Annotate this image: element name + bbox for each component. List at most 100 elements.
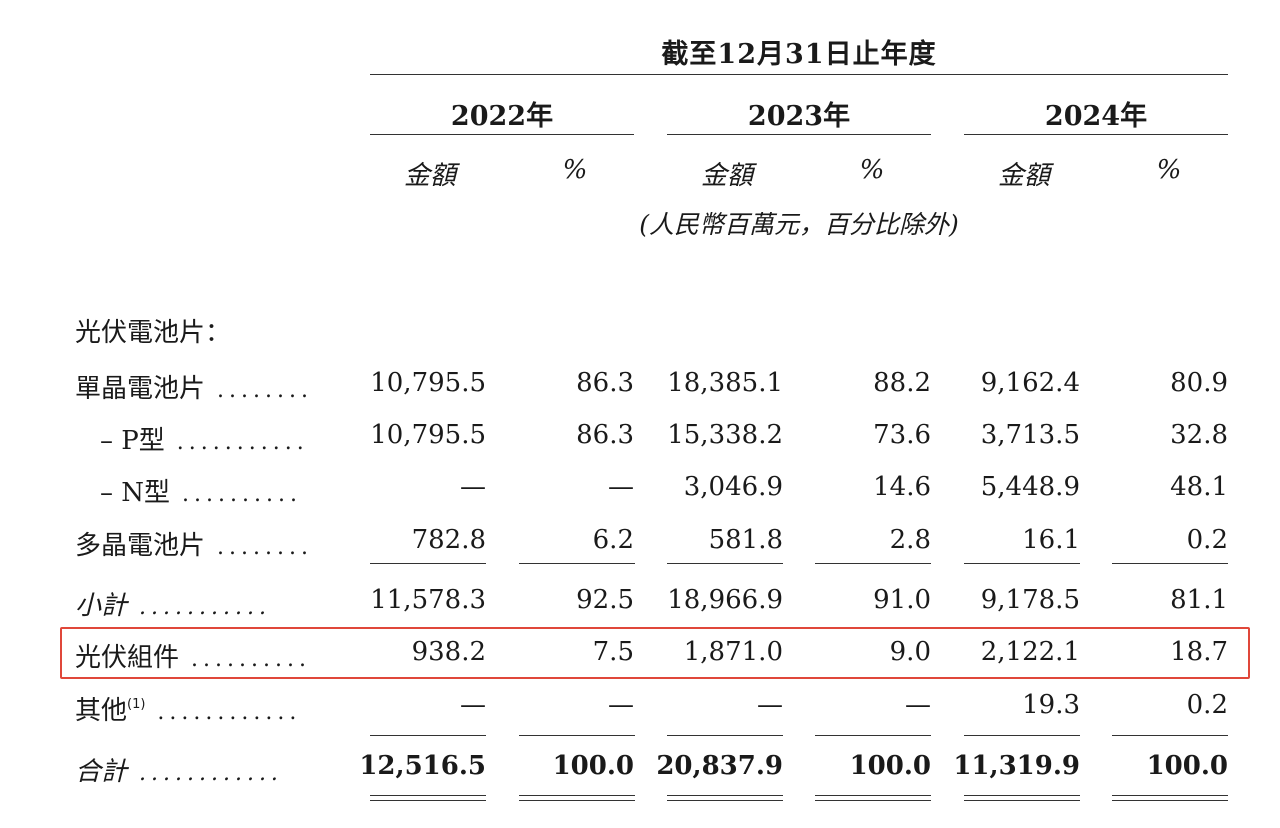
table-cell: 3,046.9: [683, 472, 783, 502]
table-cell: 1,871.0: [683, 637, 783, 667]
subtotal-rule: [964, 735, 1080, 736]
total-double-rule: [964, 795, 1080, 796]
year-2022: 2022年: [450, 101, 554, 132]
table-cell: 16.1: [1022, 525, 1080, 555]
subtotal-rule: [370, 735, 486, 736]
row-label: 其他(1) ............: [75, 690, 301, 727]
table-cell: 0.2: [1186, 690, 1228, 720]
table-cell: 19.3: [1022, 690, 1080, 720]
leader-dots: ...........: [164, 430, 309, 455]
subtotal-rule: [370, 563, 486, 564]
table-cell: 10,795.5: [370, 368, 486, 398]
leader-dots: ..........: [179, 647, 311, 672]
table-cell: 9,162.4: [980, 368, 1080, 398]
row-label-text: 合計: [75, 757, 128, 787]
table-cell: 15,338.2: [667, 420, 783, 450]
total-double-rule: [519, 795, 635, 796]
highlight-box: [60, 627, 1250, 679]
col-amount-2024: 金額: [997, 161, 1050, 191]
total-double-rule: [815, 800, 931, 801]
footnote-marker: (1): [127, 697, 146, 712]
total-double-rule: [667, 795, 783, 796]
row-label: 合計 ............: [75, 751, 283, 788]
total-double-rule: [667, 800, 783, 801]
row-label: 小計 ...........: [75, 585, 271, 622]
col-pct-2022: %: [562, 155, 588, 185]
row-label: – P型 ...........: [100, 420, 309, 457]
total-double-rule: [370, 795, 486, 796]
table-cell: 88.2: [873, 368, 931, 398]
row-label: – N型 ..........: [100, 472, 302, 509]
section-title: 光伏電池片：: [75, 318, 232, 348]
row-label-text: – P型: [100, 426, 165, 456]
leader-dots: ............: [127, 761, 283, 786]
table-cell: 100.0: [552, 751, 634, 781]
year-2024: 2024年: [1044, 101, 1148, 132]
leader-dots: ........: [205, 378, 313, 403]
total-double-rule: [1112, 795, 1228, 796]
table-cell: —: [757, 690, 783, 720]
table-cell: 7.5: [592, 637, 634, 667]
table-cell: 100.0: [1146, 751, 1228, 781]
table-cell: 91.0: [873, 585, 931, 615]
table-cell: 32.8: [1170, 420, 1228, 450]
subtotal-rule: [667, 735, 783, 736]
table-cell: 581.8: [708, 525, 783, 555]
unit-note: (人民幣百萬元，百分比除外): [639, 210, 959, 239]
table-cell: 9,178.5: [980, 585, 1080, 615]
table-cell: —: [905, 690, 931, 720]
table-cell: 86.3: [576, 368, 634, 398]
table-cell: 2,122.1: [980, 637, 1080, 667]
table-cell: 18,966.9: [667, 585, 783, 615]
col-amount-2022: 金額: [403, 161, 456, 191]
leader-dots: ..........: [170, 482, 302, 507]
total-double-rule: [519, 800, 635, 801]
header-rule: [370, 74, 1228, 75]
total-double-rule: [370, 800, 486, 801]
row-label-text: 小計: [75, 591, 128, 621]
row-label-text: 光伏組件: [75, 643, 180, 673]
total-double-rule: [1112, 800, 1228, 801]
year-rule-2022: [370, 134, 634, 135]
subtotal-rule: [1112, 735, 1228, 736]
table-cell: —: [460, 472, 486, 502]
total-double-rule: [964, 800, 1080, 801]
table-cell: —: [460, 690, 486, 720]
table-cell: 80.9: [1170, 368, 1228, 398]
table-cell: 3,713.5: [980, 420, 1080, 450]
leader-dots: ........: [205, 535, 313, 560]
table-cell: 6.2: [592, 525, 634, 555]
table-cell: 5,448.9: [980, 472, 1080, 502]
year-2023: 2023年: [747, 101, 851, 132]
row-label: 單晶電池片 ........: [75, 368, 313, 405]
subtotal-rule: [964, 563, 1080, 564]
table-cell: 73.6: [873, 420, 931, 450]
row-label-text: 其他: [75, 696, 128, 726]
table-header-title: 截至12月31日止年度: [661, 39, 937, 70]
subtotal-rule: [519, 735, 635, 736]
leader-dots: ............: [145, 700, 302, 725]
year-rule-2023: [667, 134, 931, 135]
year-rule-2024: [964, 134, 1228, 135]
table-cell: 10,795.5: [370, 420, 486, 450]
row-label-text: 多晶電池片: [75, 531, 206, 561]
table-cell: 18,385.1: [667, 368, 783, 398]
subtotal-rule: [667, 563, 783, 564]
col-pct-2024: %: [1156, 155, 1182, 185]
row-label: 光伏組件 ..........: [75, 637, 311, 674]
table-cell: 11,319.9: [953, 751, 1080, 781]
table-cell: 2.8: [889, 525, 931, 555]
table-cell: 86.3: [576, 420, 634, 450]
table-cell: 9.0: [889, 637, 931, 667]
table-cell: 100.0: [849, 751, 931, 781]
table-cell: —: [608, 690, 634, 720]
table-cell: 20,837.9: [656, 751, 783, 781]
col-amount-2023: 金額: [700, 161, 753, 191]
col-pct-2023: %: [859, 155, 885, 185]
row-label-text: – N型: [100, 478, 171, 508]
subtotal-rule: [815, 563, 931, 564]
row-label-text: 單晶電池片: [75, 374, 206, 404]
table-cell: 48.1: [1170, 472, 1228, 502]
subtotal-rule: [815, 735, 931, 736]
table-cell: 782.8: [411, 525, 486, 555]
